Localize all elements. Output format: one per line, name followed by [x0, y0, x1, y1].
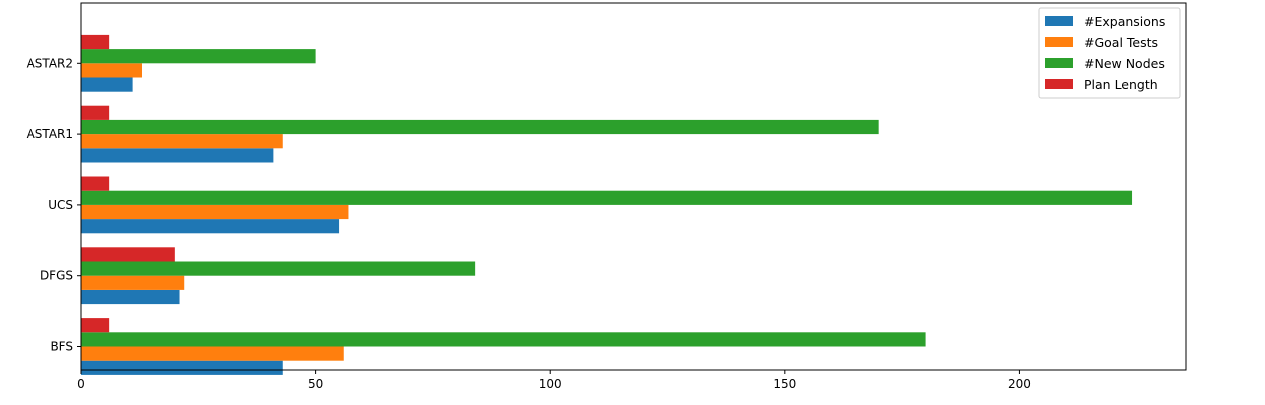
x-tick-label: 100 — [539, 377, 562, 391]
bar-astar1-plan-length — [81, 105, 110, 120]
bar-dfgs-plan-length — [81, 247, 175, 262]
bar-dfgs-goal-tests — [81, 275, 185, 290]
bar-ucs-goal-tests — [81, 204, 349, 220]
y-tick-label: UCS — [48, 198, 73, 212]
x-axis: 0 50 100 150 200 — [77, 370, 1031, 391]
legend-entry: #Goal Tests — [1084, 35, 1158, 50]
y-tick-label: DFGS — [40, 269, 73, 283]
bar-bfs-goal-tests — [81, 346, 344, 361]
x-tick-label: 200 — [1008, 377, 1031, 391]
bars-group — [81, 34, 1133, 375]
x-tick-label: 150 — [773, 377, 796, 391]
legend-box — [1038, 7, 1181, 99]
bar-astar2-expansions — [81, 77, 133, 92]
bar-astar2-goal-tests — [81, 63, 142, 78]
bar-dfgs-expansions — [81, 289, 180, 305]
legend-swatch — [1045, 37, 1073, 47]
y-axis: BFS DFGS UCS ASTAR1 ASTAR2 — [27, 56, 81, 354]
y-tick-label: ASTAR1 — [27, 127, 73, 141]
bar-astar1-goal-tests — [81, 134, 283, 149]
y-tick-label: BFS — [50, 340, 73, 354]
bar-bfs-plan-length — [81, 318, 110, 333]
bar-astar1-new-nodes — [81, 119, 879, 135]
bar-bfs-expansions — [81, 360, 283, 375]
bar-bfs-new-nodes — [81, 332, 926, 347]
legend-swatch — [1045, 79, 1073, 89]
bar-ucs-expansions — [81, 219, 340, 234]
y-tick-label: ASTAR2 — [27, 56, 73, 70]
bar-astar2-plan-length — [81, 34, 110, 50]
bar-astar2-new-nodes — [81, 49, 316, 64]
legend: #Expansions #Goal Tests #New Nodes Plan Len… — [1038, 7, 1181, 99]
bar-dfgs-new-nodes — [81, 261, 476, 276]
plot-frame — [80, 2, 1187, 371]
legend-entry: #Expansions — [1084, 14, 1165, 29]
bar-ucs-plan-length — [81, 176, 110, 191]
legend-swatch — [1045, 58, 1073, 68]
x-tick-label: 0 — [77, 377, 85, 391]
bar-ucs-new-nodes — [81, 190, 1133, 205]
legend-entry: Plan Length — [1084, 77, 1158, 92]
x-tick-label: 50 — [308, 377, 323, 391]
bar-astar1-expansions — [81, 148, 274, 163]
legend-entry: #New Nodes — [1084, 56, 1165, 71]
legend-swatch — [1045, 16, 1073, 26]
